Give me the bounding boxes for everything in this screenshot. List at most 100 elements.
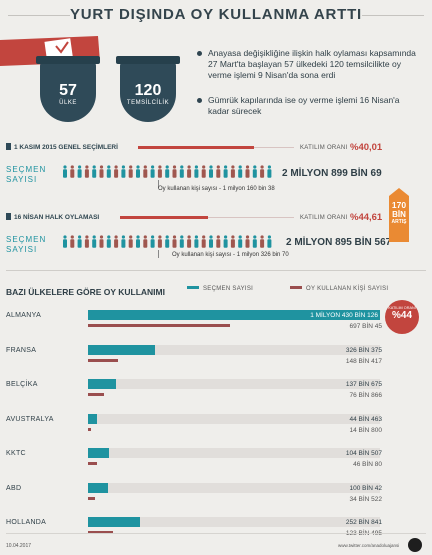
election-2015-rule-rest xyxy=(254,147,294,148)
person-icon xyxy=(92,235,97,248)
person-icon xyxy=(136,165,140,178)
person-icon xyxy=(63,235,67,248)
person-icon xyxy=(201,165,206,178)
country-voters-value: 44 BİN 463 xyxy=(349,416,382,423)
person-icon xyxy=(209,235,213,248)
section-divider xyxy=(6,270,426,271)
country-voters-bar xyxy=(88,310,380,320)
person-icon xyxy=(187,235,192,248)
countries-count: 57 xyxy=(59,82,77,99)
countries-label: ÜLKE xyxy=(59,100,77,106)
person-icon xyxy=(172,235,177,248)
person-icon xyxy=(194,235,199,248)
election-2015-voters-label: SEÇMEN SAYISI xyxy=(6,165,46,185)
person-icon xyxy=(143,165,148,178)
missions-label: TEMSİLCİLİK xyxy=(126,100,170,106)
person-icon xyxy=(238,235,243,248)
election-2015-rate-label: KATILIM ORANI xyxy=(300,145,348,151)
legend-voters-swatch xyxy=(187,286,199,289)
country-used-value: 697 BİN 45 xyxy=(349,323,382,330)
referendum-2017-voters-label: SEÇMEN SAYISI xyxy=(6,235,46,255)
increase-unit: BİN xyxy=(392,210,406,219)
election-2015-bracket xyxy=(158,180,159,188)
election-2015-label: 1 KASIM 2015 GENEL SEÇİMLERİ xyxy=(14,144,118,151)
voters-label-line1: SEÇMEN xyxy=(6,165,47,174)
person-icon xyxy=(230,235,235,248)
person-icon xyxy=(267,165,272,178)
country-voters-value: 1 MİLYON 430 BİN 126 xyxy=(310,312,378,319)
country-voters-value: 326 BİN 375 xyxy=(345,347,382,354)
country-used-bar xyxy=(88,359,118,362)
election-2015-voters: 2 MİLYON 899 BİN 69 xyxy=(282,168,382,179)
increase-number: 170 xyxy=(391,200,407,210)
person-icon xyxy=(223,235,228,248)
referendum-2017-bracket xyxy=(158,250,159,258)
person-icon xyxy=(121,235,126,248)
person-icon xyxy=(114,235,119,248)
footer-twitter[interactable]: www.twitter.com/anadoluajansi xyxy=(338,543,400,548)
person-icon xyxy=(77,165,82,178)
person-icon xyxy=(172,165,177,178)
country-used-value: 148 BİN 417 xyxy=(345,358,382,365)
bullet-voting-ended: Anayasa değişikliğine ilişkin halk oylam… xyxy=(197,48,423,81)
referendum-2017-rule xyxy=(120,216,208,219)
person-icon xyxy=(187,165,192,178)
person-icon xyxy=(216,165,221,178)
legend-used: OY KULLANAN KİŞİ SAYISI xyxy=(290,286,388,292)
person-icon xyxy=(63,165,67,178)
country-used-bar xyxy=(88,531,113,534)
country-name: ABD xyxy=(6,485,22,492)
person-icon xyxy=(70,235,75,248)
person-icon xyxy=(143,235,148,248)
country-voters-value: 104 BİN 507 xyxy=(345,450,382,457)
election-2015-title: 1 KASIM 2015 GENEL SEÇİMLERİ xyxy=(6,143,118,151)
person-icon xyxy=(106,235,111,248)
election-2015-rule xyxy=(138,146,254,149)
voters-label-line2: SAYISI xyxy=(6,245,38,254)
country-name: ALMANYA xyxy=(6,312,42,319)
country-used-value: 46 BİN 80 xyxy=(353,461,382,468)
person-icon xyxy=(230,165,235,178)
country-section-title: BAZI ÜLKELERE GÖRE OY KULLANIMI xyxy=(6,287,165,297)
person-icon xyxy=(99,235,104,248)
person-icon xyxy=(260,165,265,178)
country-track xyxy=(88,345,380,355)
referendum-2017-rule-rest xyxy=(208,217,294,218)
country-name: KKTC xyxy=(6,450,26,457)
country-used-bar xyxy=(88,497,95,500)
title-rule-right xyxy=(362,15,424,16)
bullet-customs-voting: Gümrük kapılarında ise oy verme işlemi 1… xyxy=(197,95,423,117)
footer-rule xyxy=(6,533,426,534)
country-used-bar xyxy=(88,324,230,327)
legend-voters: SEÇMEN SAYISI xyxy=(187,286,253,292)
election-2015-people xyxy=(63,165,272,178)
country-used-value: 14 BİN 800 xyxy=(349,427,382,434)
ballot-box-missions: 120 TEMSİLCİLİK xyxy=(116,56,180,122)
participation-badge-label: KATILIM ORANI xyxy=(388,306,416,310)
election-2015-rate: %40,01 xyxy=(350,142,383,153)
country-name: AVUSTRALYA xyxy=(6,416,54,423)
referendum-2017-rate: %44,61 xyxy=(350,212,383,223)
person-icon xyxy=(165,165,170,178)
person-icon xyxy=(92,165,97,178)
country-name: FRANSA xyxy=(6,347,37,354)
increase-word: ARTIŞ xyxy=(391,219,407,225)
person-icon xyxy=(252,165,257,178)
person-icon xyxy=(179,165,184,178)
person-icon xyxy=(136,235,140,248)
person-icon xyxy=(77,235,82,248)
person-icon xyxy=(114,165,119,178)
country-used-bar xyxy=(88,428,91,431)
country-voters-bar xyxy=(88,517,140,527)
person-icon xyxy=(245,165,250,178)
person-icon xyxy=(6,143,11,150)
person-icon xyxy=(6,213,11,220)
title-rule-left xyxy=(8,15,70,16)
referendum-2017-voters: 2 MİLYON 895 BİN 567 xyxy=(286,237,392,248)
country-used-value: 34 BİN 522 xyxy=(349,496,382,503)
country-used-bar xyxy=(88,393,104,396)
election-2015-used: Oy kullanan kişi sayısı - 1 milyon 160 b… xyxy=(158,186,275,192)
person-icon xyxy=(157,235,162,248)
person-icon xyxy=(201,235,206,248)
country-voters-bar xyxy=(88,345,155,355)
